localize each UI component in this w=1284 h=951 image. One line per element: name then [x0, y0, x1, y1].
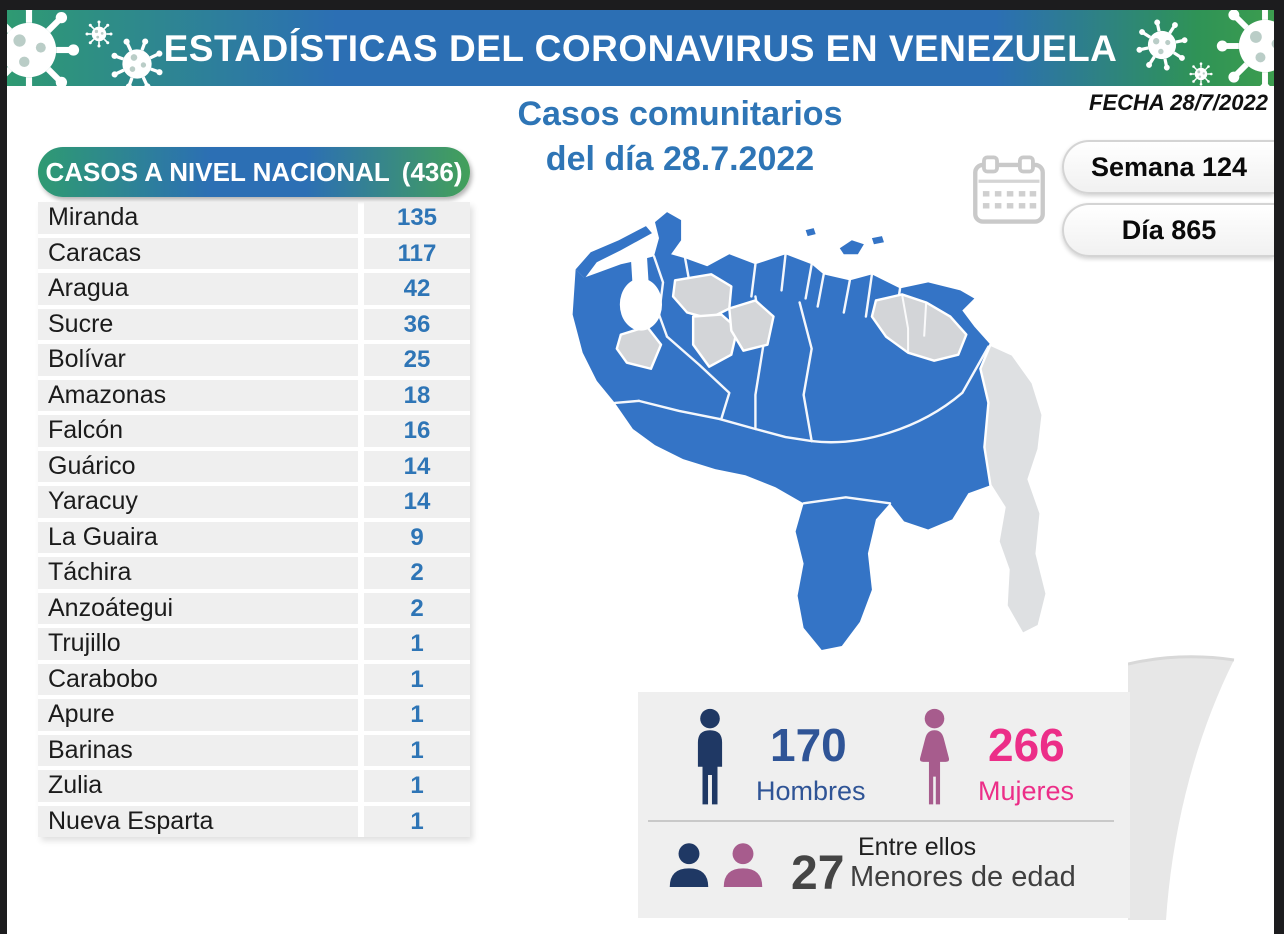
state-cases: 42: [364, 273, 470, 305]
state-cases: 14: [364, 450, 470, 482]
state-cases: 16: [364, 415, 470, 447]
state-cases: 2: [364, 592, 470, 624]
day-badge: Día 865: [1062, 203, 1274, 257]
date-label: FECHA 28/7/2022: [1089, 90, 1268, 115]
menores-line2: Menores de edad: [850, 861, 1076, 893]
state-name: Guárico: [38, 450, 358, 482]
bust-male-icon: [666, 842, 712, 888]
table-row: Sucre 36: [38, 308, 470, 340]
table-row: Miranda 135: [38, 202, 470, 234]
state-cases: 117: [364, 237, 470, 269]
table-row: Caracas 117: [38, 237, 470, 269]
state-name: Caracas: [38, 237, 358, 269]
state-cases: 14: [364, 486, 470, 518]
table-title: CASOS A NIVEL NACIONAL: [45, 156, 390, 187]
state-name: Zulia: [38, 770, 358, 802]
man-icon: [690, 708, 730, 806]
table-row: Amazonas 18: [38, 379, 470, 411]
state-cases: 135: [364, 202, 470, 234]
table-row: Aragua 42: [38, 273, 470, 305]
gender-panel: 170 Hombres 266 Mujeres 27 Entre ellos M…: [638, 692, 1130, 918]
state-cases: 1: [364, 734, 470, 766]
table-row: Yaracuy 14: [38, 486, 470, 518]
frame-right: [1274, 0, 1284, 934]
table-row: Zulia 1: [38, 770, 470, 802]
state-name: La Guaira: [38, 521, 358, 553]
lake-maracaibo: [619, 278, 663, 331]
table-row: Apure 1: [38, 699, 470, 731]
table-row: Trujillo 1: [38, 628, 470, 660]
table-row: Barinas 1: [38, 734, 470, 766]
page-title: ESTADÍSTICAS DEL CORONAVIRUS EN VENEZUEL…: [163, 28, 1118, 69]
table-row: La Guaira 9: [38, 521, 470, 553]
subtitle: Casos comunitarios del día 28.7.2022: [460, 92, 900, 182]
hombres-label: Hombres: [756, 776, 866, 806]
islands: [805, 228, 884, 255]
menores-count: 27: [791, 847, 845, 900]
frame-top: [0, 0, 1284, 10]
state-name: Carabobo: [38, 663, 358, 695]
state-name: Aragua: [38, 273, 358, 305]
table-row: Carabobo 1: [38, 663, 470, 695]
panel-divider: [648, 820, 1114, 822]
mujeres-count: 266: [988, 719, 1065, 771]
state-name: Miranda: [38, 202, 358, 234]
state-cases: 1: [364, 663, 470, 695]
subtitle-line1: Casos comunitarios: [517, 95, 843, 133]
table-row: Falcón 16: [38, 415, 470, 447]
bust-female-icon: [720, 842, 766, 888]
state-name: Bolívar: [38, 344, 358, 376]
state-cases: 1: [364, 805, 470, 837]
table-total: (436): [401, 156, 463, 187]
state-name: Apure: [38, 699, 358, 731]
state-name: Barinas: [38, 734, 358, 766]
table-row: Bolívar 25: [38, 344, 470, 376]
state-name: Sucre: [38, 308, 358, 340]
state-monagas-delta: [870, 293, 968, 362]
woman-icon: [913, 708, 956, 806]
frame-left: [0, 0, 7, 934]
cases-table: Miranda 135 Caracas 117 Aragua 42 Sucre 36 B…: [38, 202, 470, 837]
table-row: Táchira 2: [38, 557, 470, 589]
week-badge: Semana 124: [1062, 140, 1274, 194]
guajira-peninsula: [575, 226, 652, 279]
state-name: Trujillo: [38, 628, 358, 660]
state-cases: 9: [364, 521, 470, 553]
calendar-icon: [973, 155, 1045, 224]
state-name: Falcón: [38, 415, 358, 447]
essequibo-region: [979, 343, 1048, 636]
header-banner: ESTADÍSTICAS DEL CORONAVIRUS EN VENEZUEL…: [7, 10, 1274, 86]
state-name: Anzoátegui: [38, 592, 358, 624]
menores-text: Entre ellos Menores de edad: [850, 833, 1076, 893]
states-without-cases: [615, 273, 968, 370]
state-name: Yaracuy: [38, 486, 358, 518]
state-name: Táchira: [38, 557, 358, 589]
mujeres-label: Mujeres: [978, 776, 1075, 806]
state-cases: 1: [364, 628, 470, 660]
state-name: Amazonas: [38, 379, 358, 411]
table-row: Anzoátegui 2: [38, 592, 470, 624]
state-cojedes: [728, 299, 775, 352]
table-header: CASOS A NIVEL NACIONAL (436): [38, 147, 470, 197]
gray-state-borders: [901, 294, 928, 353]
table-row: Guárico 14: [38, 450, 470, 482]
page-curl: [1128, 655, 1235, 920]
state-cases: 1: [364, 770, 470, 802]
state-name: Nueva Esparta: [38, 805, 358, 837]
state-cases: 25: [364, 344, 470, 376]
table-row: Nueva Esparta 1: [38, 805, 470, 837]
hombres-count: 170: [770, 719, 847, 771]
state-cases: 1: [364, 699, 470, 731]
state-portuguesa: [691, 313, 739, 368]
menores-line1: Entre ellos: [858, 833, 977, 861]
state-cases: 2: [364, 557, 470, 589]
subtitle-line2: del día 28.7.2022: [545, 140, 815, 178]
venezuela-map: [572, 212, 1048, 650]
state-cases: 18: [364, 379, 470, 411]
state-cases: 36: [364, 308, 470, 340]
